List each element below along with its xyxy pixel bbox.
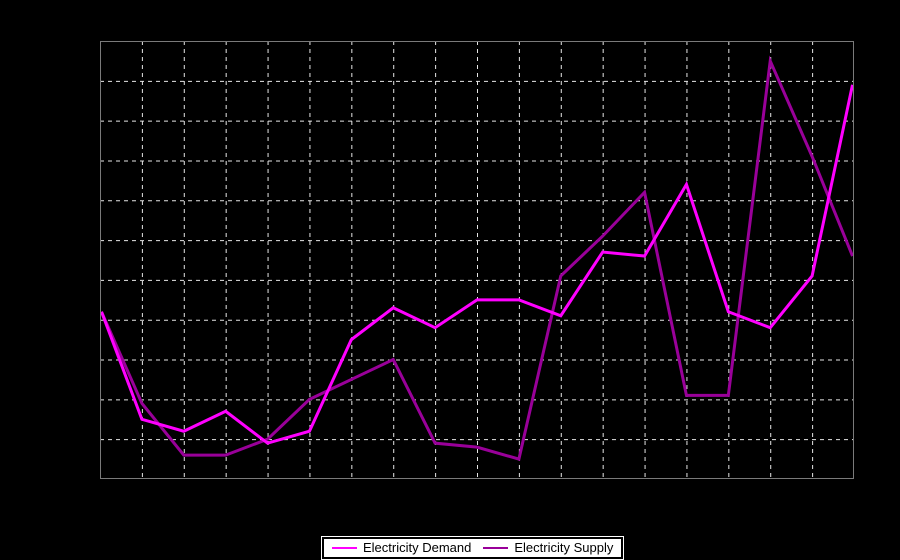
plot-area: [100, 41, 854, 479]
series-lines: [100, 55, 854, 461]
legend-item-demand: Electricity Demand: [332, 539, 471, 557]
chart-svg: [100, 41, 854, 479]
legend-label-demand: Electricity Demand: [363, 540, 472, 555]
supply-line-sample-icon: [483, 547, 509, 549]
demand-line-sample-icon: [332, 547, 357, 549]
legend-item-supply: Electricity Supply: [483, 539, 613, 557]
gridlines: [100, 41, 854, 479]
plot-border: [100, 41, 854, 479]
legend: Electricity Demand Electricity Supply: [320, 536, 625, 560]
legend-label-supply: Electricity Supply: [514, 540, 614, 555]
